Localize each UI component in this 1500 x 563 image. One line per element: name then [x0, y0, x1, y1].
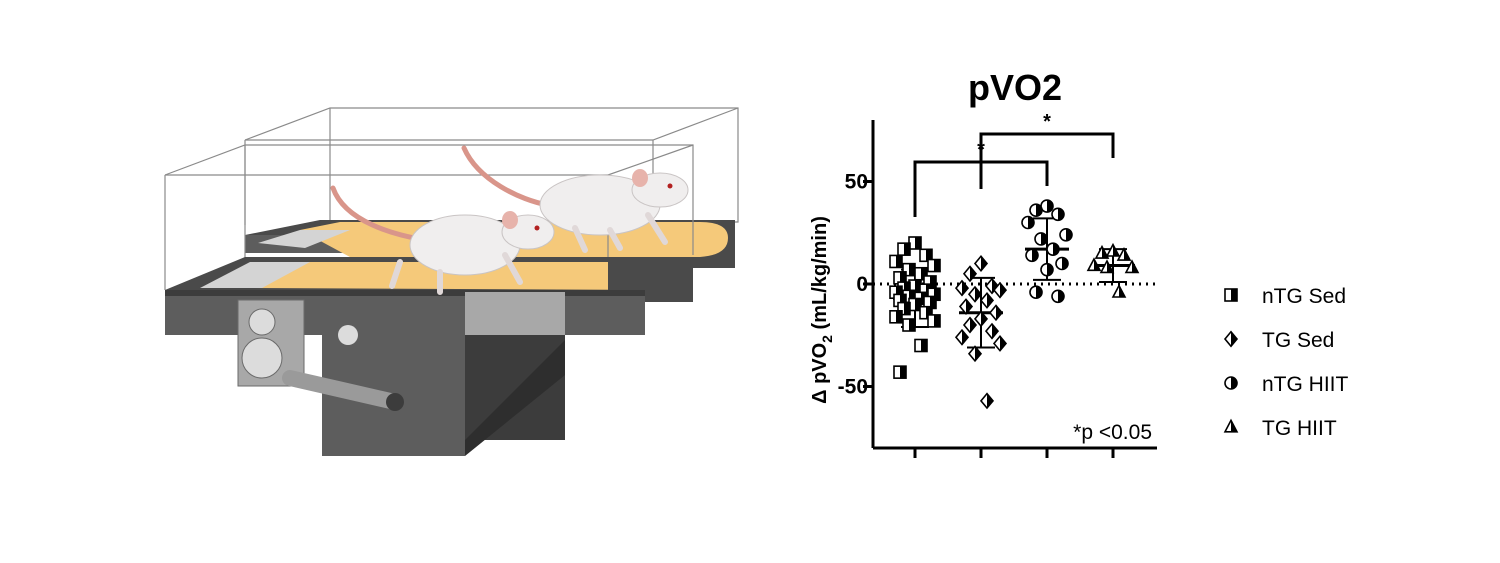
- data-point: [889, 254, 903, 269]
- data-point: [958, 298, 974, 315]
- data-point: [992, 281, 1008, 299]
- data-point: [1086, 257, 1102, 272]
- data-point: [954, 328, 970, 346]
- legend-label: nTG HIIT: [1262, 373, 1349, 396]
- y-tick-label: 50: [845, 171, 868, 194]
- legend-marker: [1223, 330, 1239, 348]
- data-point: [988, 304, 1004, 322]
- y-tick-label: 0: [856, 273, 868, 296]
- data-point: [962, 316, 978, 334]
- data-point: [979, 291, 995, 309]
- data-point: [1021, 215, 1035, 230]
- data-point: [1124, 259, 1140, 274]
- data-point: [902, 318, 916, 332]
- data-point: [897, 301, 911, 316]
- data-point: [914, 338, 928, 353]
- chart-title: pVO2: [968, 67, 1062, 108]
- legend-marker: [1224, 288, 1238, 302]
- significance-brackets: **: [913, 111, 1115, 217]
- data-point: [1059, 228, 1073, 242]
- legend-label: TG HIIT: [1262, 417, 1337, 440]
- enclosure-back: [244, 107, 739, 225]
- rat-front: [330, 185, 555, 295]
- y-axis-label: Δ pVO2 (mL/kg/min): [809, 216, 835, 404]
- data-point: [1046, 242, 1060, 256]
- data-points: [889, 199, 1140, 410]
- data-point: [1025, 248, 1039, 263]
- data-point: [1105, 242, 1121, 257]
- data-point: [973, 310, 989, 328]
- data-point: [1029, 203, 1043, 217]
- significance-star: *: [1043, 111, 1051, 133]
- data-point: [919, 248, 933, 263]
- legend-marker: [1223, 418, 1239, 433]
- data-point: [1099, 259, 1115, 274]
- p-value-annotation: *p <0.05: [1073, 421, 1152, 444]
- legend-marker: [1224, 376, 1238, 390]
- data-point: [1116, 246, 1132, 261]
- treadmill-illustration: [164, 107, 739, 456]
- data-point: [1055, 256, 1069, 271]
- data-point: [979, 392, 995, 410]
- y-tick-labels: 50 0 -50: [838, 171, 873, 399]
- data-point: [967, 285, 983, 303]
- legend: nTG Sed TG Sed nTG HIIT TG HIIT: [1223, 285, 1349, 440]
- data-point: [1111, 283, 1127, 298]
- data-point: [927, 258, 941, 273]
- data-point: [927, 314, 941, 328]
- data-point: [962, 265, 978, 283]
- data-point: [1029, 285, 1043, 300]
- data-point: [1040, 262, 1054, 277]
- data-point: [889, 309, 903, 324]
- data-point: [1051, 289, 1065, 304]
- y-axis-label-subscript: 2: [819, 335, 835, 343]
- data-point: [984, 322, 1000, 340]
- y-axis-label-suffix: (mL/kg/min): [809, 216, 831, 335]
- front-treadmill: [165, 257, 693, 456]
- legend-label: nTG Sed: [1262, 285, 1346, 308]
- legend-label: TG Sed: [1262, 329, 1334, 352]
- data-point: [893, 365, 907, 379]
- y-axis-label-prefix: Δ pVO: [809, 343, 831, 404]
- data-point: [973, 255, 989, 272]
- data-point: [992, 335, 1008, 352]
- significance-bracket: [979, 132, 1115, 189]
- data-point: [1040, 199, 1054, 213]
- data-point: [954, 279, 970, 297]
- data-point: [967, 345, 983, 363]
- data-point: [1094, 244, 1110, 259]
- rat-back: [461, 145, 689, 253]
- data-point: [1034, 232, 1048, 246]
- data-point: [897, 242, 911, 256]
- data-point: [1051, 207, 1065, 222]
- y-tick-label: -50: [838, 376, 868, 399]
